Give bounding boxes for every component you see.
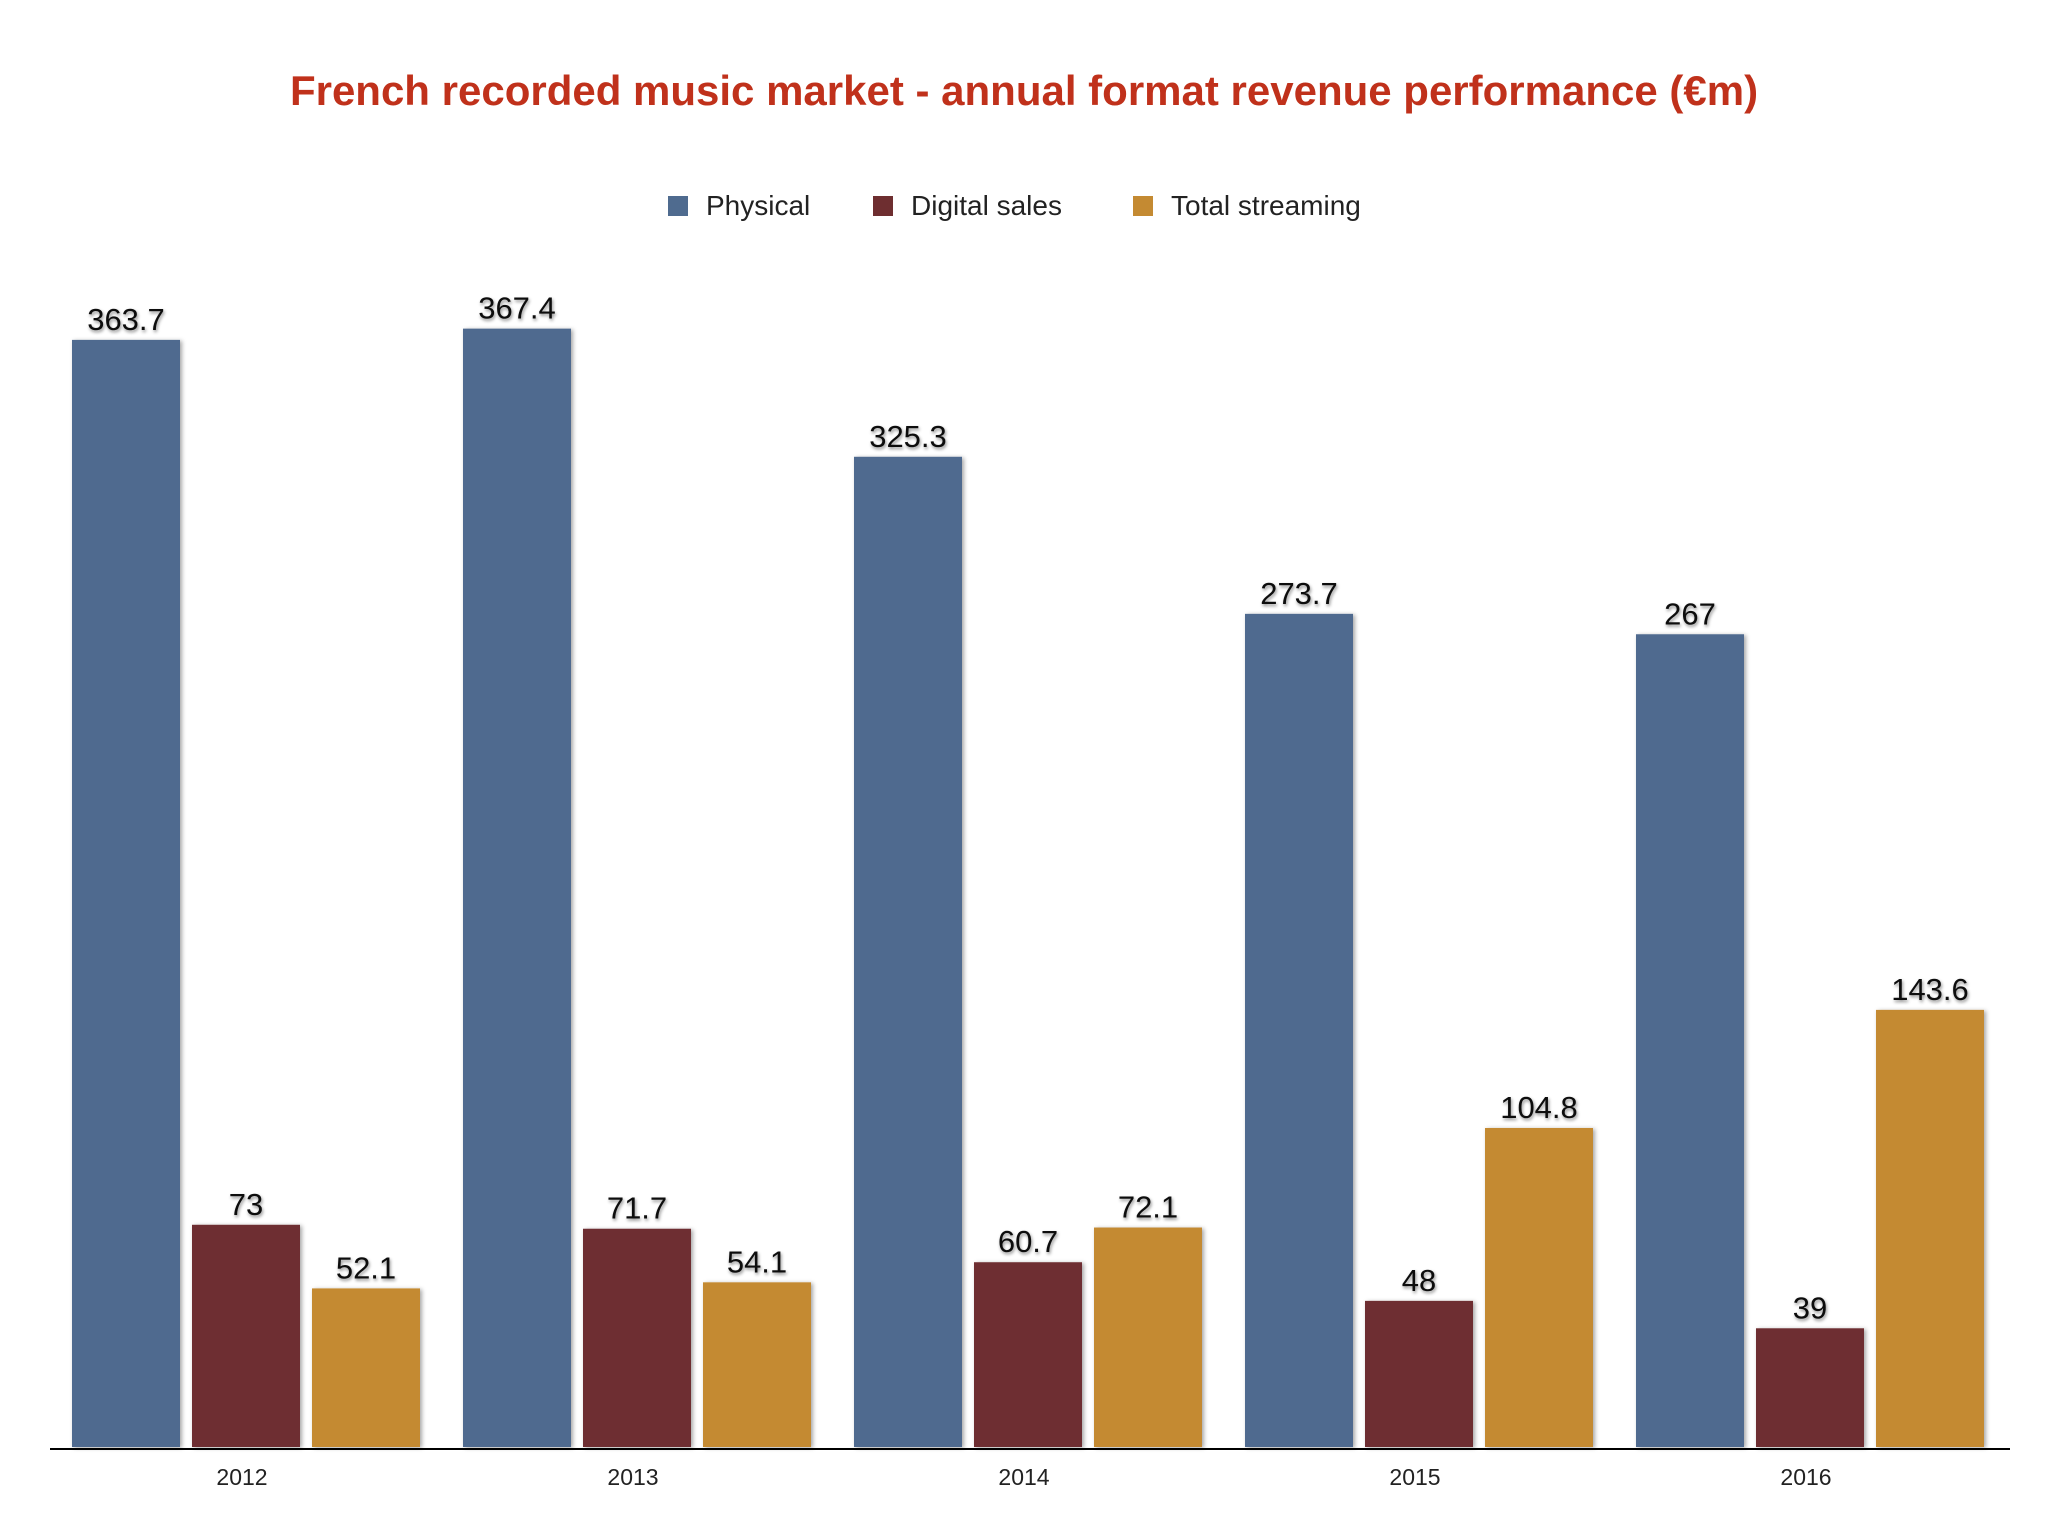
legend-swatch-digital-sales (873, 196, 893, 216)
data-label-physical-2015: 273.7 (1260, 576, 1338, 611)
bar-digital-sales-2014 (974, 1262, 1082, 1447)
data-label-physical-2016: 267 (1664, 596, 1716, 631)
bar-physical-2014 (854, 456, 962, 1447)
data-labels-group: 363.7 73 52.1 367.4 71.7 54.1 325.3 60.7 72.1 273… (87, 291, 1969, 1326)
legend-swatch-physical (668, 196, 688, 216)
chart-title: French recorded music market - annual fo… (290, 67, 1758, 114)
bar-total-streaming-2015 (1485, 1127, 1593, 1447)
data-label-total-streaming-2012: 52.1 (336, 1250, 396, 1285)
bar-total-streaming-2016 (1876, 1009, 1984, 1447)
bar-physical-2012 (72, 339, 180, 1447)
x-tick-label-2014: 2014 (998, 1464, 1049, 1490)
legend-swatch-total-streaming (1133, 196, 1153, 216)
x-tick-labels: 2012 2013 2014 2015 2016 (216, 1464, 1831, 1490)
legend-label-physical: Physical (706, 190, 810, 221)
legend: Physical Digital sales Total streaming (668, 190, 1361, 221)
x-tick-label-2012: 2012 (216, 1464, 267, 1490)
bar-digital-sales-2013 (583, 1228, 691, 1447)
data-label-digital-sales-2013: 71.7 (607, 1191, 667, 1226)
bar-physical-2013 (463, 328, 571, 1447)
x-tick-label-2016: 2016 (1780, 1464, 1831, 1490)
bar-physical-2016 (1636, 634, 1744, 1447)
bar-digital-sales-2012 (192, 1224, 300, 1447)
data-label-total-streaming-2013: 54.1 (727, 1244, 787, 1279)
data-label-digital-sales-2014: 60.7 (998, 1224, 1058, 1259)
data-label-digital-sales-2016: 39 (1793, 1290, 1827, 1325)
bar-total-streaming-2012 (312, 1288, 420, 1447)
bar-total-streaming-2013 (703, 1282, 811, 1447)
legend-label-total-streaming: Total streaming (1171, 190, 1361, 221)
data-label-physical-2014: 325.3 (869, 419, 947, 454)
bar-digital-sales-2016 (1756, 1328, 1864, 1447)
data-label-physical-2012: 363.7 (87, 302, 165, 337)
bar-digital-sales-2015 (1365, 1300, 1473, 1447)
bar-total-streaming-2014 (1094, 1227, 1202, 1447)
data-label-physical-2013: 367.4 (478, 291, 556, 326)
data-label-total-streaming-2016: 143.6 (1891, 972, 1969, 1007)
bar-physical-2015 (1245, 613, 1353, 1447)
x-tick-label-2015: 2015 (1389, 1464, 1440, 1490)
data-label-digital-sales-2012: 73 (229, 1187, 263, 1222)
data-label-digital-sales-2015: 48 (1402, 1263, 1436, 1298)
data-label-total-streaming-2014: 72.1 (1118, 1190, 1178, 1225)
legend-label-digital-sales: Digital sales (911, 190, 1062, 221)
data-label-total-streaming-2015: 104.8 (1500, 1090, 1578, 1125)
bars-group (72, 328, 1984, 1447)
x-tick-label-2013: 2013 (607, 1464, 658, 1490)
